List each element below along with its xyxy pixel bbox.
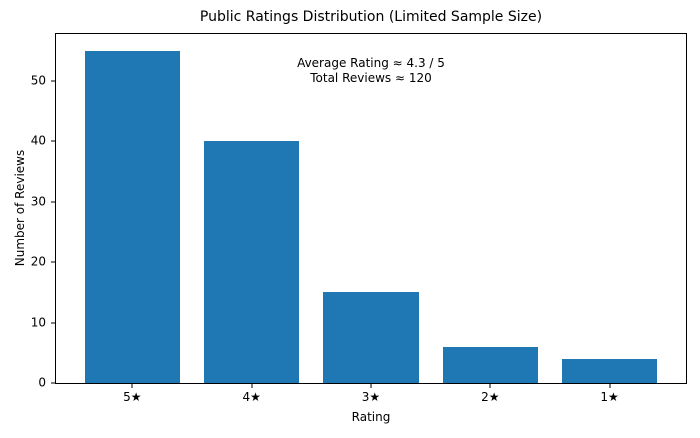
bar-5★ bbox=[84, 50, 181, 383]
x-tick-mark bbox=[489, 383, 491, 388]
y-tick-mark bbox=[51, 140, 56, 142]
annotation-text: Average Rating ≈ 4.3 / 5 Total Reviews ≈… bbox=[297, 56, 445, 85]
x-tick-mark bbox=[131, 383, 133, 388]
annotation-total-reviews: Total Reviews ≈ 120 bbox=[310, 70, 432, 85]
chart-title: Public Ratings Distribution (Limited Sam… bbox=[199, 9, 543, 25]
y-tick-label: 0 bbox=[38, 375, 46, 390]
x-axis-label: Rating bbox=[351, 410, 391, 424]
bar-2★ bbox=[442, 346, 539, 383]
bar-1★ bbox=[561, 358, 658, 383]
x-tick-label: 5★ bbox=[123, 390, 142, 404]
y-tick-mark bbox=[51, 80, 56, 82]
x-tick-label: 4★ bbox=[242, 390, 261, 404]
x-tick-label: 2★ bbox=[481, 390, 500, 404]
x-tick-mark bbox=[251, 383, 253, 388]
plot-area: Average Rating ≈ 4.3 / 5 Total Reviews ≈… bbox=[31, 33, 687, 404]
y-axis-label: Number of Reviews bbox=[13, 149, 27, 267]
bar-3★ bbox=[323, 292, 419, 383]
bar-4★ bbox=[203, 141, 300, 383]
y-tick-mark bbox=[51, 322, 56, 324]
y-tick-mark bbox=[51, 382, 56, 384]
y-tick-label: 30 bbox=[30, 194, 46, 209]
x-tick-label: 1★ bbox=[600, 390, 619, 404]
y-tick-label: 40 bbox=[30, 133, 46, 148]
x-tick-mark bbox=[609, 383, 611, 388]
x-tick-mark bbox=[370, 383, 372, 388]
y-tick-mark bbox=[51, 261, 56, 263]
y-tick-label: 50 bbox=[30, 73, 46, 88]
y-tick-mark bbox=[51, 201, 56, 203]
y-tick-label: 20 bbox=[30, 254, 46, 269]
y-tick-label: 10 bbox=[30, 315, 46, 330]
annotation-average-rating: Average Rating ≈ 4.3 / 5 bbox=[297, 56, 445, 70]
x-tick-label: 3★ bbox=[361, 390, 381, 404]
